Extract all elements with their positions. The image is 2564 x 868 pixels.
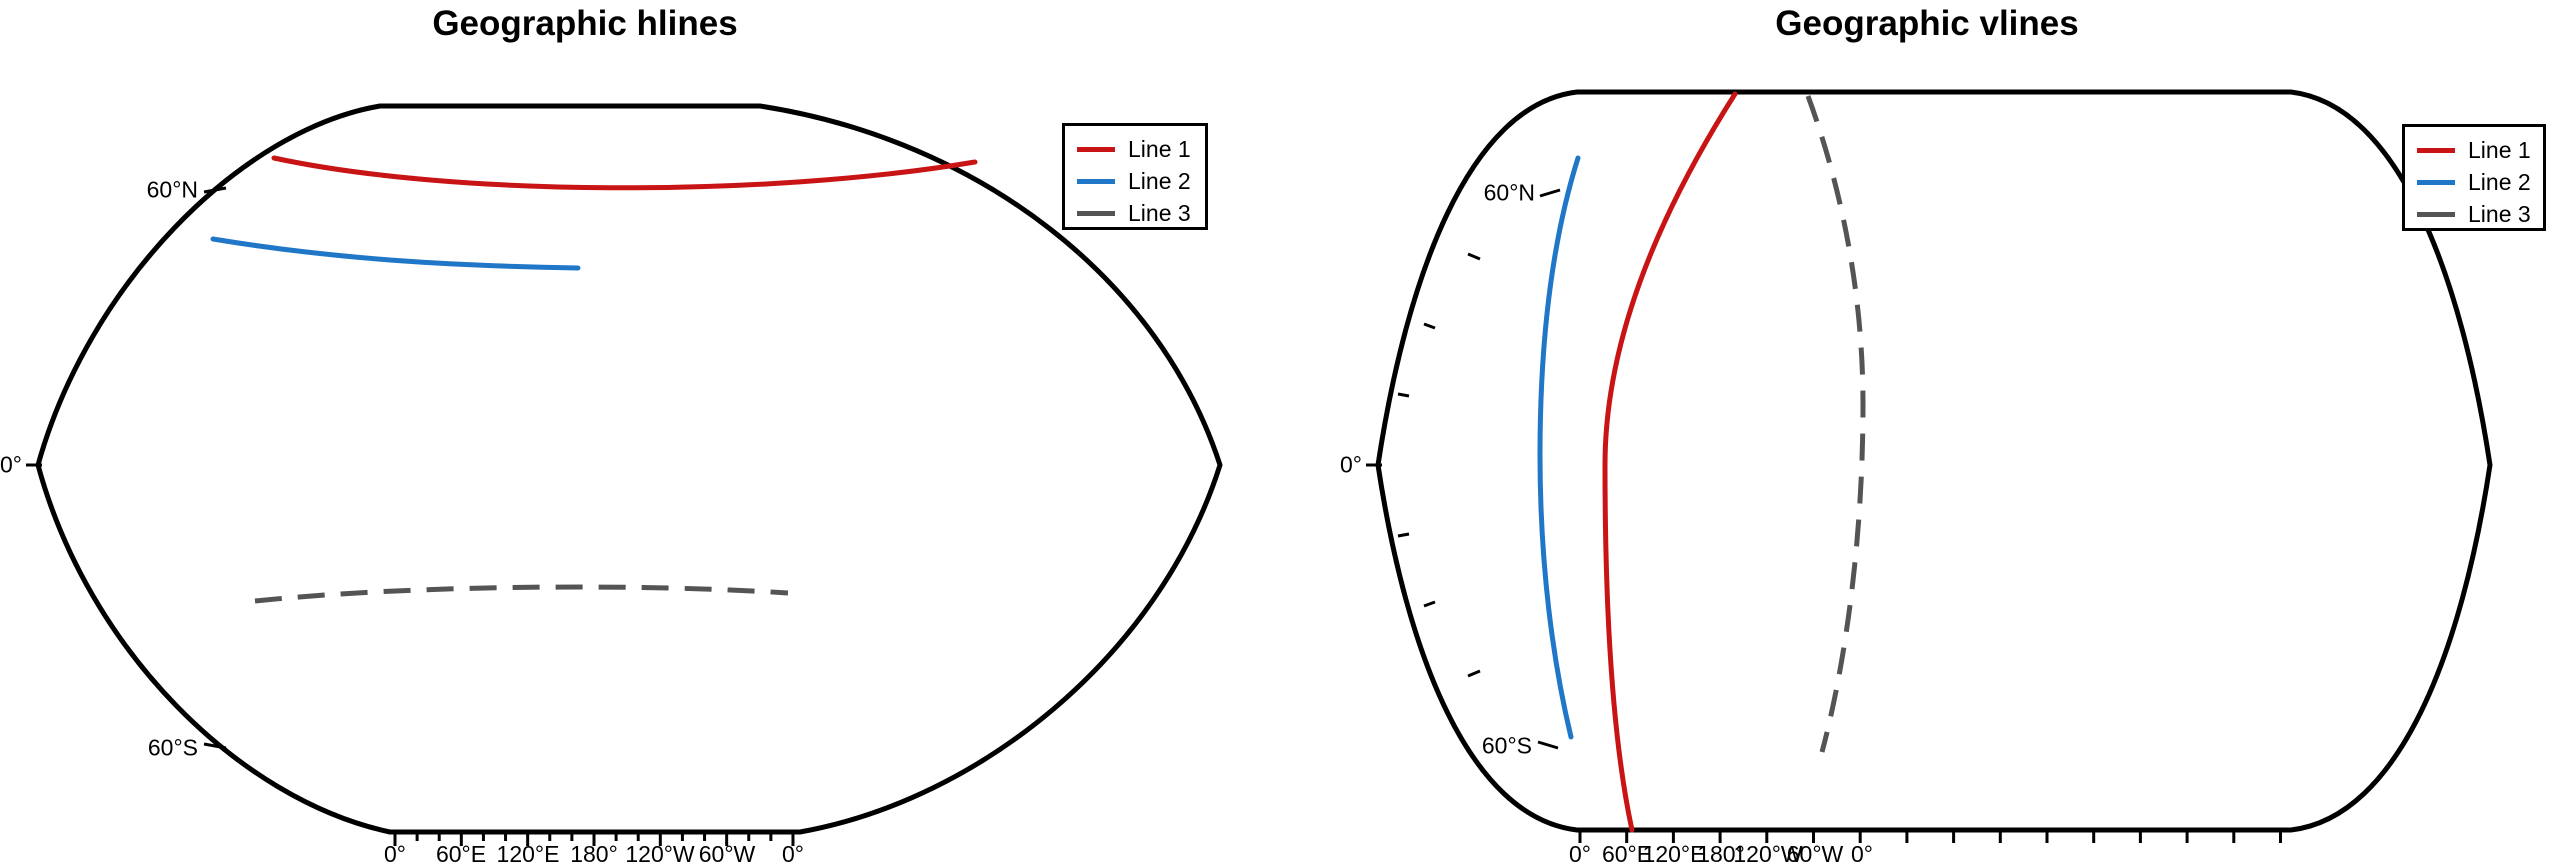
left-line2-blue <box>210 236 581 271</box>
right-lon-ticks <box>1578 831 2282 843</box>
left-line1-red <box>271 155 978 191</box>
right-line1-red <box>1602 91 1738 833</box>
legend-item: Line 3 <box>2417 198 2533 230</box>
line1-sample <box>1077 146 1115 152</box>
legend-item: Line 1 <box>1077 133 1195 165</box>
legend-item: Line 1 <box>2417 134 2533 166</box>
right-lon-label-120w: 120°W <box>1733 841 1803 867</box>
right-legend: Line 1 Line 2 Line 3 <box>2402 124 2546 231</box>
legend-label: Line 1 <box>2468 136 2531 163</box>
right-lat-ticks <box>1366 188 1561 750</box>
right-lon-label-60w: 60°W <box>1786 841 1844 867</box>
left-lon-label-60e: 60°E <box>435 841 487 867</box>
right-map-outline <box>1375 89 2493 833</box>
left-lon-label-0b: 0° <box>782 841 804 867</box>
line2-sample <box>1077 178 1115 184</box>
right-title: Geographic vlines <box>1775 4 2079 43</box>
left-lon-label-60w: 60°W <box>698 841 756 867</box>
left-lon-ticks <box>393 833 795 846</box>
legend-item: Line 3 <box>1077 197 1195 229</box>
line3-sample <box>1077 210 1115 216</box>
left-lat-ticks <box>26 186 227 750</box>
left-lat-label-60n: 60°N <box>146 176 198 203</box>
legend-label: Line 1 <box>1128 135 1191 162</box>
legend-label: Line 3 <box>1128 199 1191 226</box>
right-lat-label-60n: 60°N <box>1483 179 1535 206</box>
left-lat-label-0: 0° <box>0 451 22 478</box>
right-lon-label-120e: 120°E <box>1642 841 1706 867</box>
left-line3-gray-dashed <box>254 584 789 604</box>
left-lon-label-120w: 120°W <box>625 841 695 867</box>
left-map-outline <box>35 103 1223 835</box>
left-lon-label-180: 180° <box>570 841 618 867</box>
line2-sample <box>2417 179 2455 185</box>
right-lon-label-0b: 0° <box>1851 841 1873 867</box>
legend-item: Line 2 <box>1077 165 1195 197</box>
left-legend: Line 1 Line 2 Line 3 <box>1062 123 1208 230</box>
left-lat-label-60s: 60°S <box>147 734 198 761</box>
legend-label: Line 2 <box>1128 167 1191 194</box>
right-line2-blue <box>1537 155 1581 740</box>
line3-sample <box>2417 211 2455 217</box>
right-lon-label-0a: 0° <box>1569 841 1591 867</box>
legend-item: Line 2 <box>2417 166 2533 198</box>
right-line3-gray-dashed <box>1805 95 1866 753</box>
left-title: Geographic hlines <box>432 4 738 43</box>
left-lon-label-0a: 0° <box>384 841 406 867</box>
line1-sample <box>2417 147 2455 153</box>
right-lat-label-0: 0° <box>1340 451 1362 478</box>
right-lat-label-60s: 60°S <box>1481 732 1532 759</box>
legend-label: Line 2 <box>2468 168 2531 195</box>
right-lon-label-60e: 60°E <box>1601 841 1653 867</box>
left-lon-label-120e: 120°E <box>496 841 560 867</box>
right-lon-label-180: 180° <box>1697 841 1745 867</box>
legend-label: Line 3 <box>2468 200 2531 227</box>
